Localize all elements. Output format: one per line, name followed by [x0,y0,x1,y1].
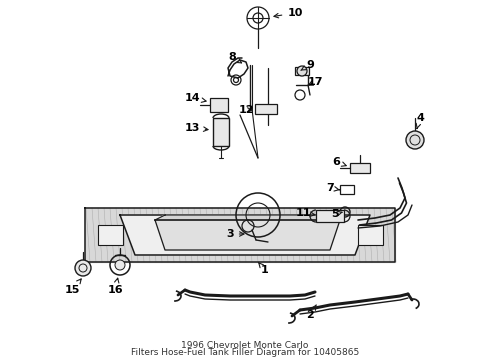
Bar [295,67,309,75]
Bar [210,98,228,112]
Polygon shape [155,220,340,250]
Polygon shape [85,208,395,262]
Text: 13: 13 [184,123,208,133]
Polygon shape [155,215,340,220]
Text: 6: 6 [332,157,346,167]
Bar [213,118,229,146]
Bar [98,225,123,245]
Text: 7: 7 [326,183,340,193]
Polygon shape [120,215,370,255]
Text: 17: 17 [307,77,323,87]
Circle shape [115,260,125,270]
Text: 10: 10 [274,8,303,18]
Text: 4: 4 [416,113,424,129]
Text: 11: 11 [295,208,315,218]
Circle shape [406,131,424,149]
Text: 8: 8 [228,52,242,63]
Circle shape [75,260,91,276]
Text: 2: 2 [306,305,316,320]
Text: 9: 9 [301,60,314,70]
Text: 3: 3 [226,229,244,239]
Text: 15: 15 [64,279,81,295]
Text: 16: 16 [107,278,123,295]
Bar [358,225,383,245]
Text: Filters Hose-Fuel Tank Filler Diagram for 10405865: Filters Hose-Fuel Tank Filler Diagram fo… [131,348,359,357]
Circle shape [297,66,307,76]
Bar [255,104,277,114]
Text: 1: 1 [258,262,269,275]
Text: 1996 Chevrolet Monte Carlo: 1996 Chevrolet Monte Carlo [181,341,309,350]
Text: 5: 5 [331,209,342,219]
Bar [340,185,354,194]
Bar [316,210,344,222]
Text: 14: 14 [184,93,206,103]
Bar [350,163,370,173]
Text: 12: 12 [238,105,254,115]
